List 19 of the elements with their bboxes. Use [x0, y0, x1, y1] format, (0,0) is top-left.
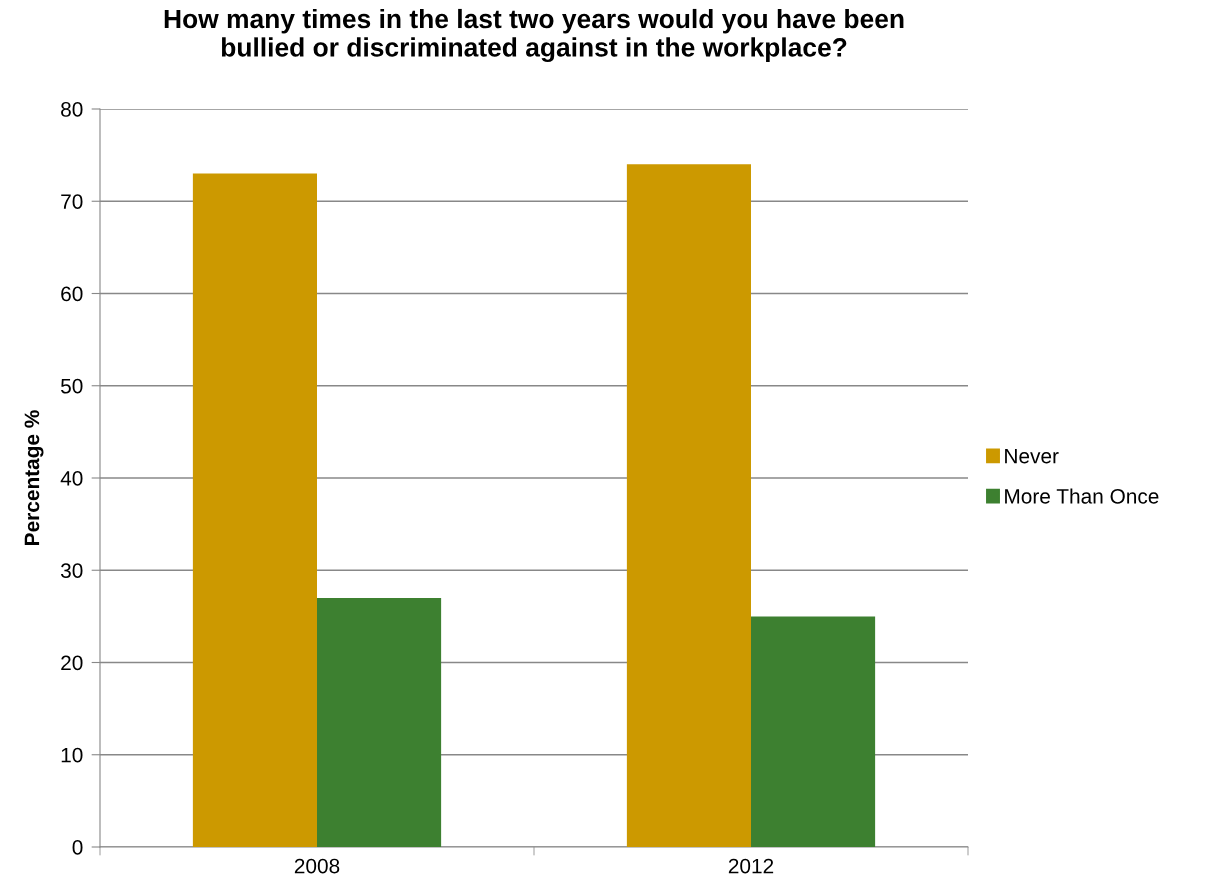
y-tick-label: 10: [61, 747, 83, 763]
y-tick-label: 40: [60, 471, 83, 486]
chart-title: How many times in the last two years would you have been bullied or discriminated against in the workplace?: [164, 8, 904, 63]
y-tick-label: 30: [60, 563, 83, 578]
y-tick-label: 70: [61, 194, 83, 209]
bar: [751, 616, 876, 847]
y-tick-label: 0: [72, 840, 83, 855]
y-axis-title: Percentage %: [24, 410, 44, 545]
bar: [317, 597, 442, 847]
bar: [626, 164, 751, 847]
x-tick-label: 2008: [294, 858, 340, 874]
y-tick-label: 60: [61, 286, 83, 302]
y-tick-label: 20: [61, 655, 83, 671]
bar: [192, 173, 317, 847]
y-tick-label: 80: [61, 102, 83, 117]
x-tick-label: 2012: [728, 858, 774, 874]
legend-label: More Than Once: [1005, 488, 1159, 504]
y-tick-label: 50: [61, 378, 83, 394]
legend-label: Never: [1005, 448, 1059, 464]
